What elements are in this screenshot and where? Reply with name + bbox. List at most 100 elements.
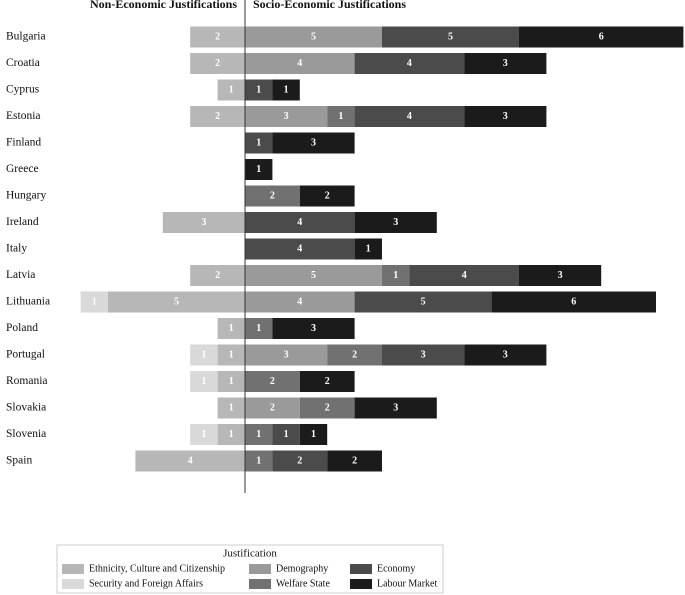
value-label: 2	[352, 349, 357, 360]
bar-segment	[272, 132, 355, 154]
bar-segment	[327, 344, 382, 366]
bar-segment	[245, 212, 355, 233]
bar-segment	[245, 318, 273, 339]
category-label: Bulgaria	[6, 31, 46, 43]
value-label: 1	[311, 429, 316, 440]
value-label: 3	[421, 349, 426, 360]
value-label: 5	[448, 31, 453, 42]
bar-segment	[299, 397, 355, 419]
value-label: 3	[503, 111, 508, 122]
category-label: Cyprus	[6, 84, 40, 96]
legend-swatch	[62, 579, 84, 589]
value-label: 1	[229, 376, 234, 387]
category-label: Italy	[6, 243, 27, 255]
value-label: 4	[297, 296, 302, 307]
value-label: 1	[229, 349, 234, 360]
value-label: 2	[270, 402, 275, 413]
bar-segment	[245, 185, 300, 207]
legend-label: Ethnicity, Culture and Citizenship	[89, 563, 225, 574]
bar-segment	[327, 450, 382, 472]
bar-segment	[217, 318, 245, 339]
bar-segment	[217, 424, 245, 445]
category-label: Greece	[6, 163, 39, 175]
bar-segment	[245, 397, 300, 419]
value-label: 1	[366, 243, 371, 254]
legend-title: Justification	[223, 548, 277, 560]
legend-swatch	[249, 579, 271, 589]
bar-segment	[354, 106, 465, 127]
value-label: 1	[229, 84, 234, 95]
bar-segment	[299, 185, 355, 207]
value-label: 1	[338, 111, 343, 122]
value-label: 3	[284, 349, 289, 360]
bar-segment	[190, 53, 245, 74]
legend: Justification Ethnicity, Culture and Citi…	[56, 544, 444, 594]
value-label: 2	[297, 455, 302, 466]
category-label: Spain	[6, 455, 32, 467]
bar-segment	[190, 424, 218, 445]
value-label: 4	[297, 243, 302, 254]
bar-segment	[299, 424, 328, 445]
bar-segment	[190, 344, 218, 366]
category-label: Estonia	[6, 110, 41, 122]
value-label: 3	[503, 349, 508, 360]
value-label: 6	[571, 296, 576, 307]
bar-segment	[190, 265, 245, 286]
legend-label: Welfare State	[276, 578, 330, 589]
bar-segment	[217, 371, 245, 392]
value-label: 3	[311, 137, 316, 148]
bar-segment	[464, 53, 547, 74]
value-label: 4	[407, 58, 412, 69]
value-label: 1	[92, 296, 97, 307]
value-label: 2	[325, 402, 330, 413]
category-label: Ireland	[6, 216, 39, 228]
category-label: Finland	[6, 137, 41, 149]
value-label: 1	[229, 323, 234, 334]
value-label: 1	[256, 84, 261, 95]
bar-segment	[382, 265, 410, 286]
value-label: 1	[201, 429, 206, 440]
bar-segment	[245, 159, 273, 180]
value-label: 2	[215, 111, 220, 122]
bar-segment	[245, 424, 273, 445]
value-label: 1	[284, 84, 289, 95]
value-label: 1	[393, 270, 398, 281]
value-label: 2	[270, 190, 275, 201]
value-label: 1	[201, 349, 206, 360]
bar-segment	[217, 344, 245, 366]
value-label: 1	[256, 429, 261, 440]
bar-segment	[190, 26, 245, 48]
bar-segment	[108, 291, 245, 313]
value-label: 3	[201, 217, 206, 228]
legend-swatch	[249, 564, 271, 574]
bar-segment	[245, 450, 273, 472]
value-label: 1	[229, 402, 234, 413]
bar-segment	[354, 291, 492, 313]
value-label: 1	[256, 323, 261, 334]
bar-segment	[245, 79, 273, 101]
bar-segment	[519, 265, 602, 286]
value-label: 4	[462, 270, 467, 281]
bar-segment	[245, 238, 355, 260]
value-label: 2	[270, 376, 275, 387]
bar-segment	[245, 291, 355, 313]
category-label: Slovakia	[6, 402, 46, 414]
bar-segment	[245, 265, 382, 286]
bar-segment	[190, 106, 245, 127]
legend-label: Demography	[276, 563, 328, 574]
bar-segment	[519, 26, 684, 48]
category-label: Slovenia	[6, 428, 46, 440]
bar-segment	[245, 26, 382, 48]
bar-segment	[245, 132, 273, 154]
value-label: 6	[599, 31, 604, 42]
category-label: Croatia	[6, 57, 40, 69]
bar-segment	[245, 371, 300, 392]
value-label: 2	[215, 31, 220, 42]
value-label: 3	[393, 217, 398, 228]
bar-segment	[272, 318, 355, 339]
value-label: 3	[503, 58, 508, 69]
value-label: 1	[256, 455, 261, 466]
bar-segment	[354, 238, 382, 260]
bar-segment	[409, 265, 519, 286]
